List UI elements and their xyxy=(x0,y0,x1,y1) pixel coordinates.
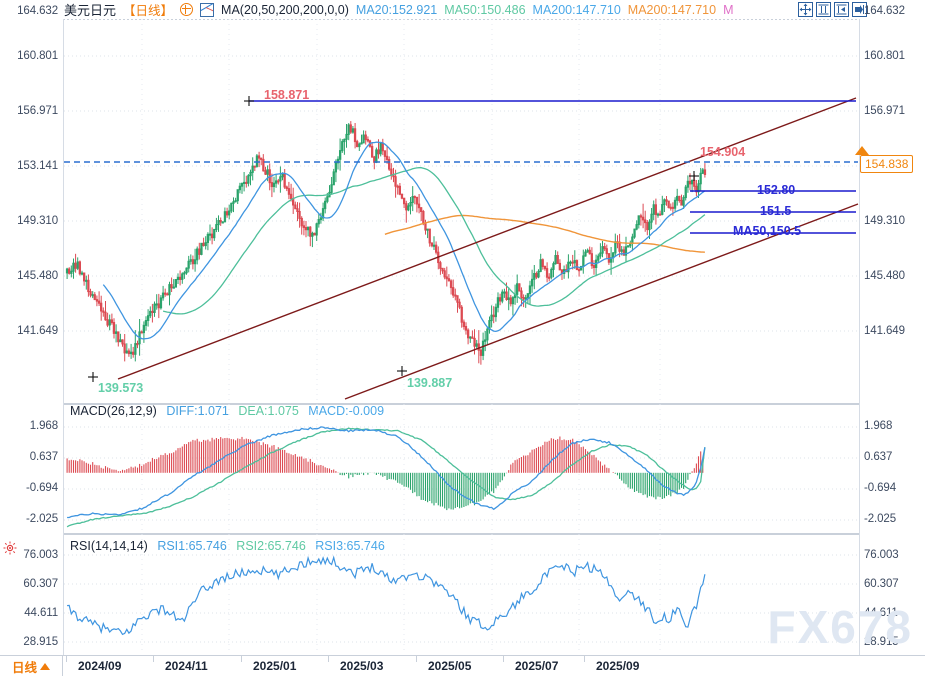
macd-dea-value: DEA:1.075 xyxy=(238,404,299,418)
y-label-right: -2.025 xyxy=(864,513,897,525)
time-axis-label: 2024/11 xyxy=(165,659,208,673)
macd-diff-value: DIFF:1.071 xyxy=(166,404,229,418)
high-label-158871: 158.871 xyxy=(264,88,310,102)
rsi-title[interactable]: RSI(14,14,14) xyxy=(70,539,148,553)
macd-chart-panel[interactable] xyxy=(0,404,925,534)
y-label-right: 28.915 xyxy=(864,636,899,648)
chart-legend-bar: 美元日元 【日线】 MA(20,50,200,200,0,0) MA20:152… xyxy=(0,0,925,19)
time-axis-separator xyxy=(66,656,67,662)
macd-panel-header: MACD(26,12,9) DIFF:1.071 DEA:1.075 MACD:… xyxy=(70,404,384,418)
y-label-right: 156.971 xyxy=(864,105,905,117)
time-axis-separator xyxy=(503,656,504,662)
y-label-left: 145.480 xyxy=(17,270,58,282)
current-price-tag[interactable]: 154.838 xyxy=(860,155,914,173)
time-axis-separator xyxy=(328,656,329,662)
chart-tool-buttons xyxy=(798,2,867,17)
y-label-left: -0.694 xyxy=(25,482,58,494)
time-axis-separator xyxy=(241,656,242,662)
y-label-right: 76.003 xyxy=(864,549,899,561)
time-axis-label: 2025/09 xyxy=(596,659,640,673)
level-label-15280: 152.80 xyxy=(757,183,796,197)
time-axis-separator xyxy=(416,656,417,662)
y-label-right: 141.649 xyxy=(864,325,905,337)
y-label-left: 0.637 xyxy=(29,451,58,463)
price-chart-panel[interactable] xyxy=(0,19,925,404)
y-label-right: 145.480 xyxy=(864,270,905,282)
macd-hist-value: MACD:-0.009 xyxy=(308,404,385,418)
y-label-right: 0.637 xyxy=(864,451,893,463)
fx678-watermark: FX678 xyxy=(767,601,913,653)
ma-formula-label[interactable]: MA(20,50,200,200,0,0) xyxy=(221,2,349,17)
y-label-left: 28.915 xyxy=(23,636,58,648)
ma200-value: MA200:147.710 xyxy=(532,2,621,17)
y-label-left: 160.801 xyxy=(17,50,58,62)
chart-footer: 日线 2024/09 2024/11 2025/01 2025/03 2025/05 20… xyxy=(0,655,925,676)
trendline-lower xyxy=(344,203,859,400)
price-marker-arrow xyxy=(855,146,869,155)
macd-title[interactable]: MACD(26,12,9) xyxy=(70,404,157,418)
symbol-name: 美元日元 xyxy=(64,3,117,18)
y-label-left: 60.307 xyxy=(23,578,58,590)
triangle-up-icon xyxy=(40,662,50,670)
time-axis-separator xyxy=(584,656,585,662)
y-label-left: 149.310 xyxy=(17,215,58,227)
low-label-139573: 139.573 xyxy=(98,381,144,395)
y-label-left: 44.611 xyxy=(24,607,58,619)
fit-left-icon[interactable] xyxy=(834,2,849,17)
time-axis-label: 2025/03 xyxy=(340,659,384,673)
rsi-panel-header: RSI(14,14,14) RSI1:65.746 RSI2:65.746 RS… xyxy=(70,539,385,553)
ma-indicator-icon[interactable] xyxy=(200,2,215,17)
y-label-right: 160.801 xyxy=(864,50,905,62)
y-label-right: 60.307 xyxy=(864,578,899,590)
period-selector-label: 日线 xyxy=(11,660,37,675)
time-axis-separator xyxy=(153,656,154,662)
m-flag-label: M xyxy=(723,2,734,17)
period-selector-button[interactable]: 日线 xyxy=(0,656,63,676)
y-label-right: 149.310 xyxy=(864,215,905,227)
time-axis-label: 2025/01 xyxy=(253,659,297,673)
time-axis-label: 2025/05 xyxy=(428,659,472,673)
trendline-upper xyxy=(117,97,857,380)
y-label-left: -2.025 xyxy=(25,513,58,525)
ma200b-value: MA200:147.710 xyxy=(627,2,717,17)
y-label-left: 164.632 xyxy=(17,5,58,17)
move-arrows-icon[interactable] xyxy=(798,2,813,17)
rsi1-value: RSI1:65.746 xyxy=(157,539,227,553)
time-axis-label: 2025/07 xyxy=(515,659,559,673)
scroll-right-icon[interactable] xyxy=(852,2,867,17)
period-label[interactable]: 【日线】 xyxy=(123,4,174,18)
y-label-left: 76.003 xyxy=(23,549,58,561)
y-label-left: 156.971 xyxy=(17,105,58,117)
y-label-right: 44.611 xyxy=(864,607,898,619)
y-label-left: 141.649 xyxy=(17,325,58,337)
y-label-left: 153.141 xyxy=(17,160,58,172)
y-label-right: 164.632 xyxy=(864,5,905,17)
level-label-1515: 151.5 xyxy=(760,204,792,218)
rsi2-value: RSI2:65.746 xyxy=(236,539,306,553)
low-label-139887: 139.887 xyxy=(407,376,453,390)
crosshair-circle-icon[interactable] xyxy=(180,3,194,16)
y-label-right: -0.694 xyxy=(864,482,897,494)
rsi-chart-panel[interactable] xyxy=(0,534,925,655)
time-axis-label: 2024/09 xyxy=(78,659,122,673)
high-label-154904: 154.904 xyxy=(700,145,746,159)
rsi3-value: RSI3:65.746 xyxy=(315,539,385,553)
sun-settings-icon[interactable] xyxy=(3,541,17,555)
y-label-left: 1.968 xyxy=(29,420,58,432)
fit-vertical-icon[interactable] xyxy=(816,2,831,17)
level-label-ma50: MA50,150.5 xyxy=(733,224,802,238)
ma50-value: MA50:150.486 xyxy=(444,2,526,17)
ma20-value: MA20:152.921 xyxy=(355,2,438,17)
y-label-right: 1.968 xyxy=(864,420,893,432)
